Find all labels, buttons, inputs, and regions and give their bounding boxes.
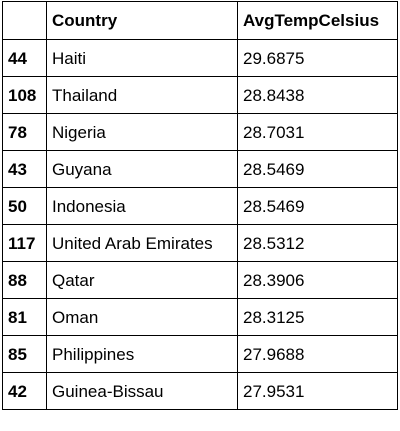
- country-cell: Indonesia: [46, 187, 238, 225]
- table-row: 78 Nigeria 28.7031: [2, 113, 398, 151]
- row-index: 81: [2, 298, 47, 336]
- table-row: 50 Indonesia 28.5469: [2, 187, 398, 225]
- country-cell: Guyana: [46, 150, 238, 188]
- table-row: 88 Qatar 28.3906: [2, 261, 398, 299]
- row-index: 78: [2, 113, 47, 151]
- table-row: 44 Haiti 29.6875: [2, 39, 398, 77]
- header-row: Country AvgTempCelsius: [2, 1, 398, 40]
- avg-temp-cell: 27.9531: [237, 372, 398, 410]
- country-cell: United Arab Emirates: [46, 224, 238, 262]
- country-cell: Qatar: [46, 261, 238, 299]
- avg-temp-cell: 28.5469: [237, 187, 398, 225]
- dataframe-output: Country AvgTempCelsius 44 Haiti 29.6875 108…: [2, 1, 398, 410]
- row-index: 108: [2, 76, 47, 114]
- avg-temp-cell: 28.8438: [237, 76, 398, 114]
- country-cell: Nigeria: [46, 113, 238, 151]
- avg-temp-cell: 28.5469: [237, 150, 398, 188]
- table-row: 81 Oman 28.3125: [2, 298, 398, 336]
- index-header: [2, 1, 47, 40]
- country-cell: Guinea-Bissau: [46, 372, 238, 410]
- row-index: 88: [2, 261, 47, 299]
- country-cell: Haiti: [46, 39, 238, 77]
- table-row: 43 Guyana 28.5469: [2, 150, 398, 188]
- country-cell: Thailand: [46, 76, 238, 114]
- table-row: 85 Philippines 27.9688: [2, 335, 398, 373]
- row-index: 43: [2, 150, 47, 188]
- country-cell: Oman: [46, 298, 238, 336]
- table-row: 117 United Arab Emirates 28.5312: [2, 224, 398, 262]
- avg-temp-cell: 28.7031: [237, 113, 398, 151]
- data-table: Country AvgTempCelsius 44 Haiti 29.6875 108…: [2, 1, 398, 410]
- row-index: 117: [2, 224, 47, 262]
- avg-temp-header: AvgTempCelsius: [237, 1, 398, 40]
- country-cell: Philippines: [46, 335, 238, 373]
- avg-temp-cell: 27.9688: [237, 335, 398, 373]
- table-header: Country AvgTempCelsius: [2, 1, 398, 40]
- country-header: Country: [46, 1, 238, 40]
- row-index: 50: [2, 187, 47, 225]
- table-row: 108 Thailand 28.8438: [2, 76, 398, 114]
- avg-temp-cell: 28.3906: [237, 261, 398, 299]
- avg-temp-cell: 29.6875: [237, 39, 398, 77]
- row-index: 85: [2, 335, 47, 373]
- row-index: 44: [2, 39, 47, 77]
- table-body: 44 Haiti 29.6875 108 Thailand 28.8438 78 Nigeri…: [2, 39, 398, 410]
- row-index: 42: [2, 372, 47, 410]
- avg-temp-cell: 28.5312: [237, 224, 398, 262]
- avg-temp-cell: 28.3125: [237, 298, 398, 336]
- table-row: 42 Guinea-Bissau 27.9531: [2, 372, 398, 410]
